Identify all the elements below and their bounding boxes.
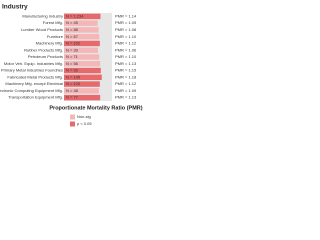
value-label: PMR = 1.05	[115, 20, 137, 25]
x-axis-title: Proportionate Mortality Ratio (PMR)	[49, 105, 142, 111]
legend-swatch	[70, 121, 75, 127]
bar	[64, 61, 101, 67]
value-label: PMR = 1.15	[115, 68, 137, 73]
count-label: N = 88	[66, 27, 79, 32]
bar	[64, 33, 100, 40]
value-label: PMR = 1.06	[115, 47, 137, 52]
count-label: N = 93	[66, 68, 79, 73]
category-label: Electronic Computing Equipment Mfg.	[0, 88, 63, 93]
value-label: PMR = 1.18	[115, 74, 137, 79]
value-label: PMR = 1.10	[115, 34, 137, 39]
category-label: Forest Mfg.	[43, 20, 63, 25]
count-label: N = 120	[66, 81, 81, 86]
bar	[64, 67, 101, 74]
count-label: N = 39	[66, 47, 79, 52]
count-label: N = 102	[66, 41, 81, 46]
bar	[64, 54, 100, 60]
chart-title: Industry	[2, 4, 28, 11]
count-label: N = 77	[66, 95, 79, 100]
value-label: PMR = 1.13	[115, 95, 137, 100]
value-label: PMR = 1.09	[115, 88, 137, 93]
bar	[64, 27, 99, 33]
value-label: PMR = 1.10	[115, 54, 137, 59]
bar	[64, 13, 101, 20]
category-label: Machinery Mfg.	[36, 41, 63, 46]
category-label: Petroleum Products	[28, 54, 63, 59]
bar	[64, 47, 98, 53]
bar	[64, 40, 100, 47]
value-label: PMR = 1.08	[115, 27, 137, 32]
chart: Industry Proportionate Mortality Ratio (…	[0, 4, 143, 127]
category-label: Lumber Wood Products	[21, 27, 63, 32]
category-label: Rubber Products Mfg.	[24, 47, 63, 52]
value-label: PMR = 1.12	[115, 41, 137, 46]
legend-label: p < 0.05	[77, 121, 92, 126]
count-label: N = 67	[66, 34, 79, 39]
count-label: N = 145	[66, 74, 81, 79]
value-label: PMR = 1.13	[115, 61, 137, 66]
bar	[64, 94, 101, 101]
category-label: Motor Veh. Equip. Industries Mfg.	[4, 61, 63, 66]
legend-label: Non-sig	[77, 114, 91, 119]
count-label: N = 1,234	[66, 13, 84, 18]
count-label: N = 48	[66, 88, 79, 93]
category-label: Transportation Equipment Mfg.	[8, 95, 63, 100]
value-label: PMR = 1.14	[115, 13, 137, 18]
bar	[64, 74, 102, 81]
category-label: Machinery Mfg. except Electrical	[5, 81, 63, 86]
category-label: Furniture	[47, 34, 64, 39]
category-label: Primary Metal Industries Foundries	[1, 68, 63, 73]
bar	[64, 20, 98, 26]
count-label: N = 71	[66, 54, 79, 59]
count-label: N = 56	[66, 61, 79, 66]
count-label: N = 45	[66, 20, 79, 25]
legend-swatch	[70, 114, 75, 120]
category-label: Fabricated Metal Products Mfg.	[7, 74, 63, 79]
bar	[64, 81, 100, 87]
value-label: PMR = 1.12	[115, 81, 137, 86]
bar	[64, 88, 99, 94]
category-label: Manufacturing Industry	[22, 13, 63, 18]
